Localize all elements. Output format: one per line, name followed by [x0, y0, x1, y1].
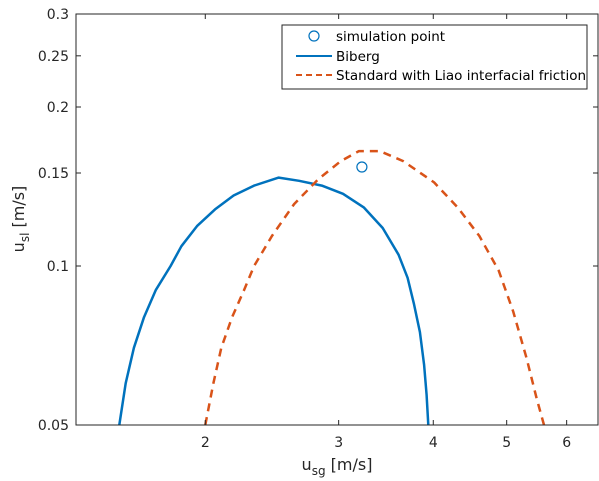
legend-marker-simulation-point	[308, 30, 320, 42]
series-layer	[118, 149, 546, 426]
x-axis-label-main: u	[302, 455, 312, 474]
legend-label-standard-liao: Standard with Liao interfacial friction	[336, 68, 586, 84]
y-tick-label-0.3: 0.3	[47, 7, 69, 23]
y-axis-label-unit: [m/s]	[9, 186, 28, 233]
y-axis-label: usl [m/s]	[9, 186, 32, 253]
legend-label-simulation-point: simulation point	[336, 29, 445, 45]
y-tick-label-0.1: 0.1	[47, 259, 69, 275]
y-tick-label-0.2: 0.2	[47, 100, 69, 116]
x-tick-label-6: 6	[562, 435, 571, 451]
x-axis-label-sub: sg	[312, 464, 326, 478]
y-tick-label-0.15: 0.15	[38, 166, 69, 182]
legend-box	[281, 24, 588, 90]
data-point-simulation-point-0	[356, 161, 368, 173]
x-tick-label-4: 4	[429, 435, 438, 451]
x-tick-label-2: 2	[201, 435, 210, 451]
y-tick-label-0.05: 0.05	[38, 418, 69, 434]
x-axis-label: usg [m/s]	[302, 455, 373, 478]
series-line-biberg	[118, 176, 430, 426]
legend: simulation point Biberg Standard with Li…	[281, 24, 588, 90]
series-line-standard-with-liao-interfacial-friction	[204, 149, 546, 426]
x-tick-label-3: 3	[334, 435, 343, 451]
y-tick-label-0.25: 0.25	[38, 49, 69, 65]
x-tick-label-5: 5	[502, 435, 511, 451]
y-axis-label-sub: sl	[18, 233, 32, 243]
plot-frame	[75, 13, 599, 426]
legend-label-biberg: Biberg	[336, 49, 380, 65]
y-axis-label-main: u	[9, 242, 28, 252]
x-axis-label-unit: [m/s]	[326, 455, 373, 474]
ticks-layer: 2 3 4 5 6 0.05 0.1 0.15 0.2 0.25 0.3	[38, 7, 598, 451]
